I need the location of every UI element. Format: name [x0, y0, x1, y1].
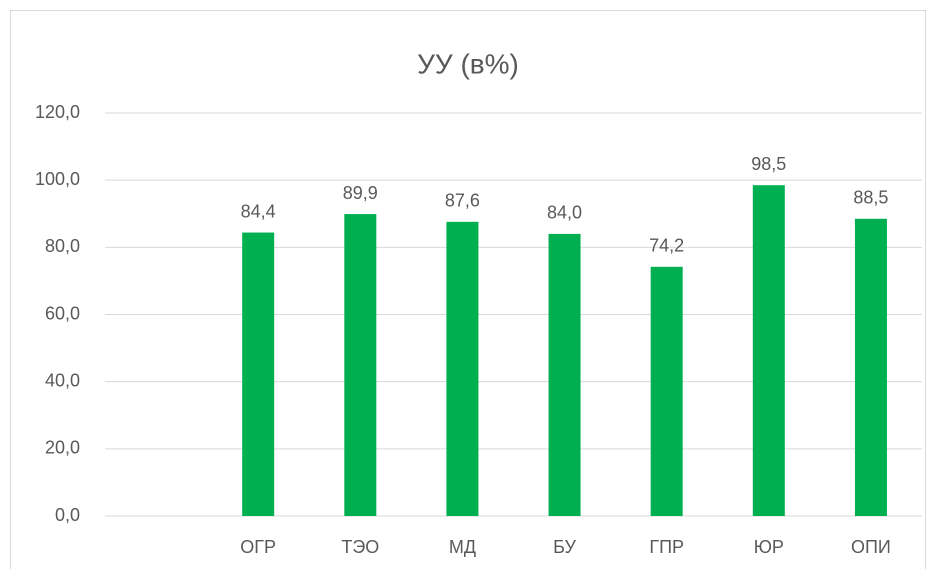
- x-tick-label: БУ: [553, 537, 576, 557]
- y-tick-label: 120,0: [35, 102, 80, 122]
- chart-title: УУ (в%): [417, 48, 519, 79]
- data-label: 74,2: [649, 236, 684, 256]
- data-label: 87,6: [445, 191, 480, 211]
- data-label: 84,4: [241, 201, 276, 221]
- x-tick-label: ОПИ: [851, 537, 891, 557]
- data-label: 89,9: [343, 183, 378, 203]
- y-tick-label: 0,0: [55, 505, 80, 525]
- y-tick-label: 40,0: [45, 370, 80, 390]
- bar: [854, 218, 887, 516]
- bar: [752, 185, 785, 516]
- x-tick-label: ОГР: [240, 537, 276, 557]
- y-tick-label: 60,0: [45, 303, 80, 323]
- bar: [242, 232, 275, 516]
- x-tick-label: ТЭО: [341, 537, 379, 557]
- y-tick-label: 100,0: [35, 169, 80, 189]
- y-tick-label: 80,0: [45, 236, 80, 256]
- bar: [344, 214, 377, 517]
- y-tick-label: 20,0: [45, 438, 80, 458]
- bar: [548, 233, 581, 516]
- data-label: 98,5: [751, 154, 786, 174]
- data-label: 84,0: [547, 203, 582, 223]
- x-tick-label: МД: [449, 537, 476, 557]
- data-label: 88,5: [853, 188, 888, 208]
- bar: [650, 266, 683, 516]
- bar: [446, 221, 479, 516]
- x-tick-label: ЮР: [754, 537, 784, 557]
- x-tick-label: ГПР: [649, 537, 684, 557]
